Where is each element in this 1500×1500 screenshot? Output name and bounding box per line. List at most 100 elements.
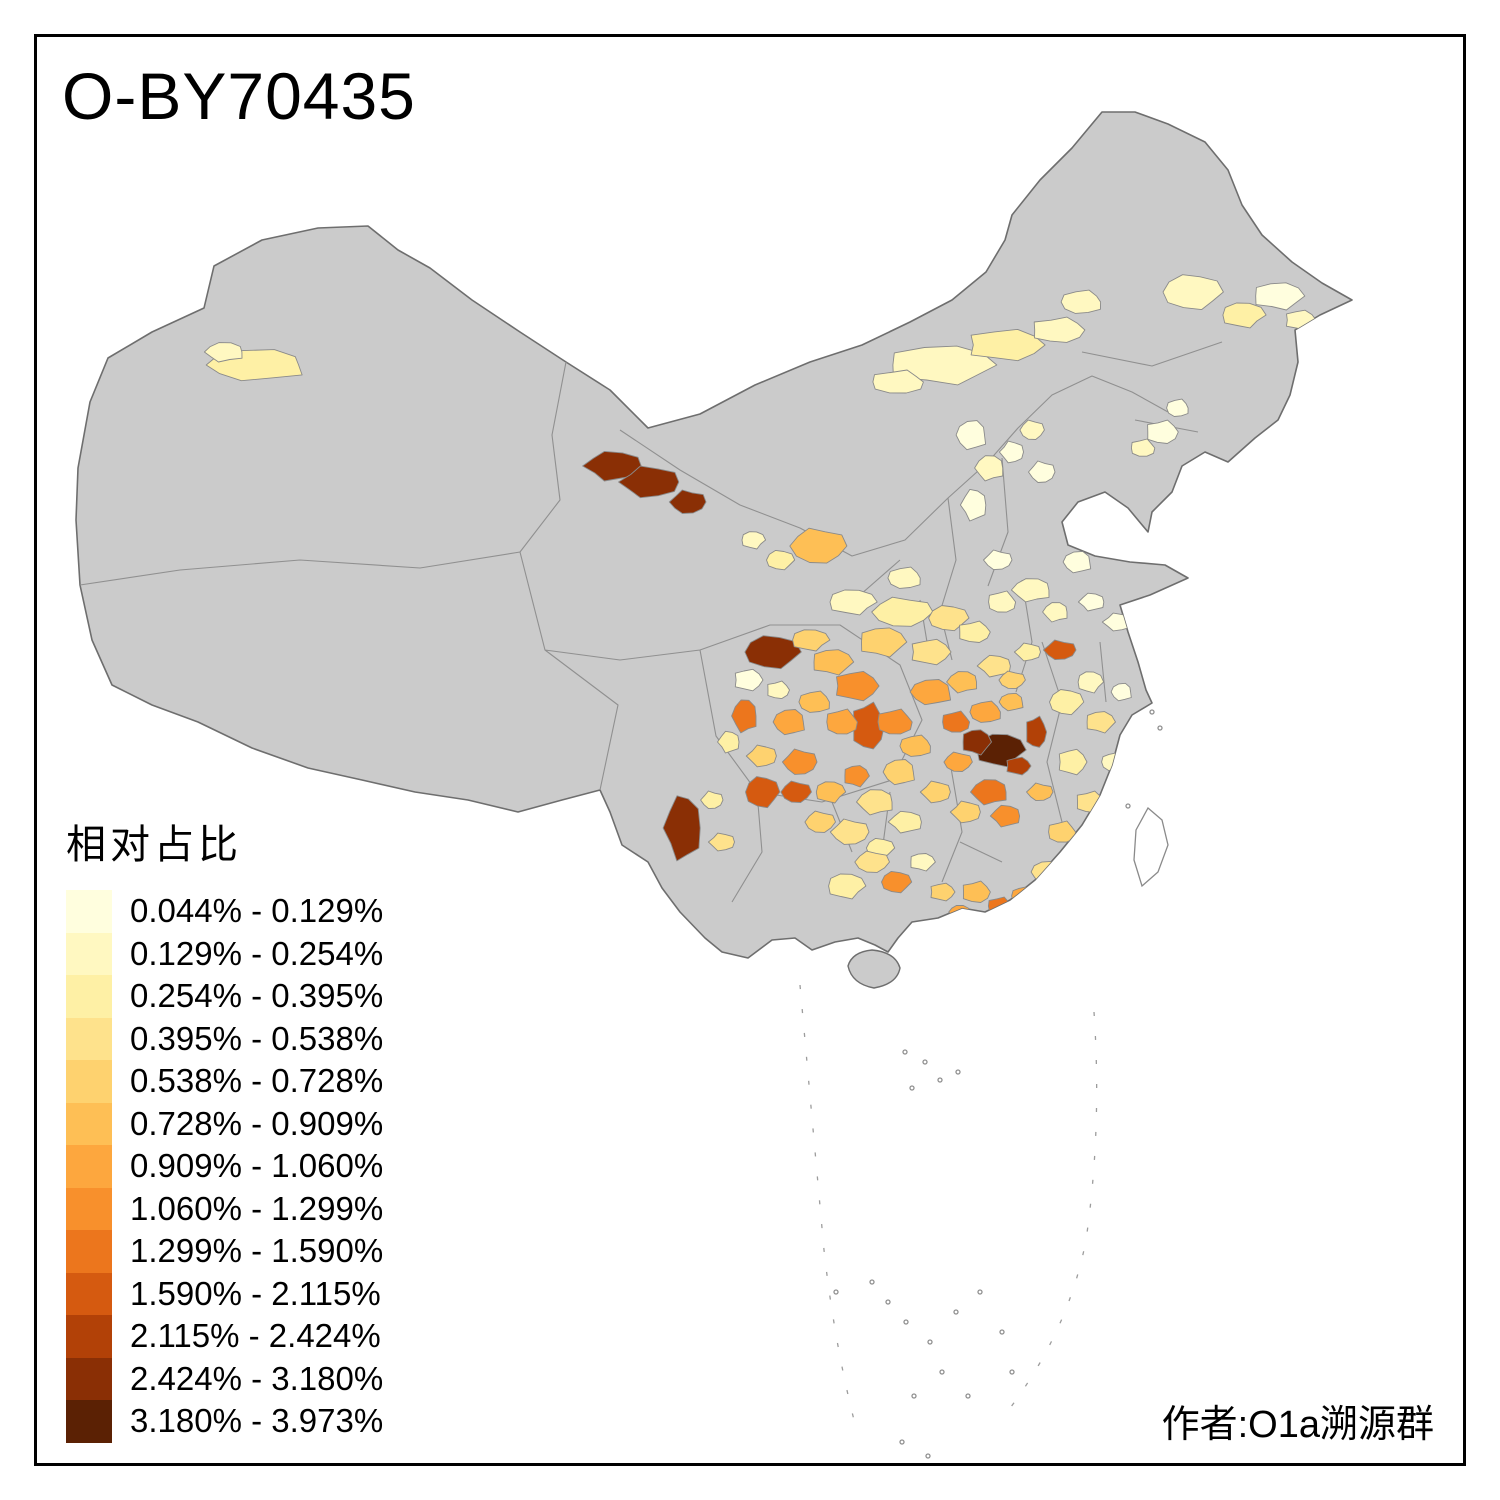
map-region — [882, 759, 915, 786]
legend-label: 0.728% - 0.909% — [130, 1104, 384, 1142]
map-region — [970, 328, 1046, 362]
credit-text: 作者:O1a溯源群 — [1161, 1404, 1434, 1446]
map-region — [789, 527, 848, 564]
map-region — [1042, 639, 1077, 661]
map-region — [962, 880, 991, 903]
map-region — [828, 873, 867, 900]
page-title: O-BY70435 — [62, 59, 416, 133]
map-region — [668, 489, 707, 514]
legend-swatch — [66, 1187, 112, 1230]
map-region — [1086, 711, 1116, 734]
map-region — [717, 730, 740, 754]
map-region — [919, 780, 951, 804]
map-region — [745, 744, 777, 768]
legend-swatch — [66, 1272, 112, 1315]
map-region — [1019, 419, 1045, 440]
map-region — [983, 549, 1013, 571]
map-region — [1166, 398, 1189, 417]
map-region — [1110, 682, 1132, 702]
legend-label: 0.909% - 1.060% — [130, 1147, 384, 1185]
legend-row: 1.590% - 2.115% — [66, 1272, 383, 1315]
south-china-sea-features — [799, 709, 1163, 1459]
map-region — [844, 765, 870, 788]
legend-row: 0.728% - 0.909% — [66, 1102, 384, 1145]
legend-label: 1.060% - 1.299% — [130, 1189, 384, 1227]
legend-label: 3.180% - 3.973% — [130, 1402, 384, 1440]
map-region — [662, 795, 701, 862]
map-region — [203, 342, 243, 363]
map-region — [872, 369, 924, 394]
map-region — [962, 729, 992, 756]
map-region — [1028, 460, 1056, 483]
legend-row: 0.538% - 0.728% — [66, 1060, 383, 1103]
map-region — [942, 710, 971, 733]
map-region — [909, 679, 952, 706]
map-region — [998, 670, 1026, 690]
map-region — [1084, 856, 1107, 876]
legend-label: 0.395% - 0.538% — [130, 1019, 384, 1057]
map-region — [998, 440, 1024, 464]
legend-label: 0.538% - 0.728% — [130, 1062, 384, 1100]
map-region — [930, 882, 956, 902]
nine-dash-line-west — [799, 984, 855, 1421]
map-region — [780, 780, 812, 803]
map-region — [881, 870, 913, 894]
legend-label: 0.254% - 0.395% — [130, 977, 384, 1015]
map-region — [892, 345, 998, 386]
map-region — [856, 789, 893, 816]
legend-row: 0.395% - 0.538% — [66, 1017, 384, 1060]
map-region — [1006, 756, 1032, 776]
map-region — [618, 465, 680, 499]
legend-row: 1.299% - 1.590% — [66, 1230, 383, 1273]
legend-swatch — [66, 1357, 112, 1400]
map-region — [1026, 715, 1048, 748]
map-region — [887, 810, 922, 834]
map-region — [804, 810, 836, 833]
map-region — [1049, 689, 1085, 716]
legend-row: 0.909% - 1.060% — [66, 1145, 383, 1188]
map-region — [1162, 274, 1224, 311]
map-region — [731, 699, 757, 734]
map-region — [988, 590, 1017, 613]
map-region — [1011, 886, 1032, 905]
map-region — [1077, 671, 1105, 694]
map-region — [911, 638, 952, 666]
map-region — [946, 671, 978, 694]
map-region — [1058, 748, 1088, 776]
map-region — [781, 748, 818, 775]
map-region — [976, 654, 1011, 678]
map-region — [772, 709, 805, 736]
map-region — [970, 779, 1007, 806]
island-dots — [833, 709, 1163, 1459]
map-region — [1077, 592, 1105, 612]
map-region — [741, 531, 767, 550]
map-region — [798, 690, 830, 713]
map-region — [910, 853, 936, 872]
map-region — [949, 800, 981, 824]
legend-swatch — [66, 890, 112, 933]
map-region — [854, 850, 890, 873]
legend-row: 0.044% - 0.129% — [66, 890, 383, 933]
legend-title: 相对占比 — [66, 823, 242, 867]
map-region — [887, 566, 921, 589]
map-region — [1147, 419, 1179, 444]
legend-swatch — [66, 1230, 112, 1273]
map-region — [1010, 578, 1050, 603]
choropleth-regions — [203, 274, 1317, 920]
map-region — [974, 455, 1004, 482]
taiwan-island — [1133, 806, 1169, 888]
map-region — [700, 790, 724, 810]
map-region — [707, 832, 735, 852]
legend-label: 2.424% - 3.180% — [130, 1359, 384, 1397]
map-region — [1130, 438, 1156, 457]
map-region — [1062, 550, 1092, 574]
map-region — [1222, 302, 1267, 329]
map-region — [836, 670, 880, 702]
legend-items: 0.044% - 0.129% 0.129% - 0.254% 0.254% - 0… — [66, 890, 383, 1443]
legend: 相对占比 0.044% - 0.129% 0.129% - 0.254% 0.254… — [66, 812, 383, 1443]
legend-label: 1.299% - 1.590% — [130, 1232, 384, 1270]
map-region — [959, 488, 987, 522]
legend-swatch — [66, 932, 112, 975]
